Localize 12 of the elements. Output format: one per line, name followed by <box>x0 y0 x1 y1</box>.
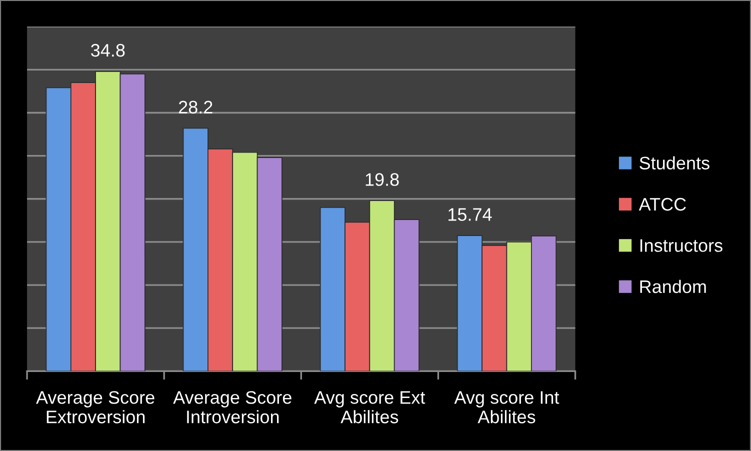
data-label: 34.8 <box>91 44 125 57</box>
legend-label: Instructors <box>640 239 722 252</box>
x-tick-label: Avg score Ext Abilites <box>314 391 426 424</box>
legend-label: Students <box>640 156 710 170</box>
legend-label: Random <box>640 280 706 294</box>
data-label: 19.8 <box>366 173 399 186</box>
x-tick-label: Avg score Int Abilites <box>454 391 560 424</box>
data-label: 28.2 <box>178 100 212 114</box>
data-label: 15.74 <box>448 208 492 221</box>
legend-label: ATCC <box>638 198 686 211</box>
x-tick-label: Average Score Introversion <box>173 391 292 424</box>
x-tick-label: Average Score Extroversion <box>36 391 154 424</box>
